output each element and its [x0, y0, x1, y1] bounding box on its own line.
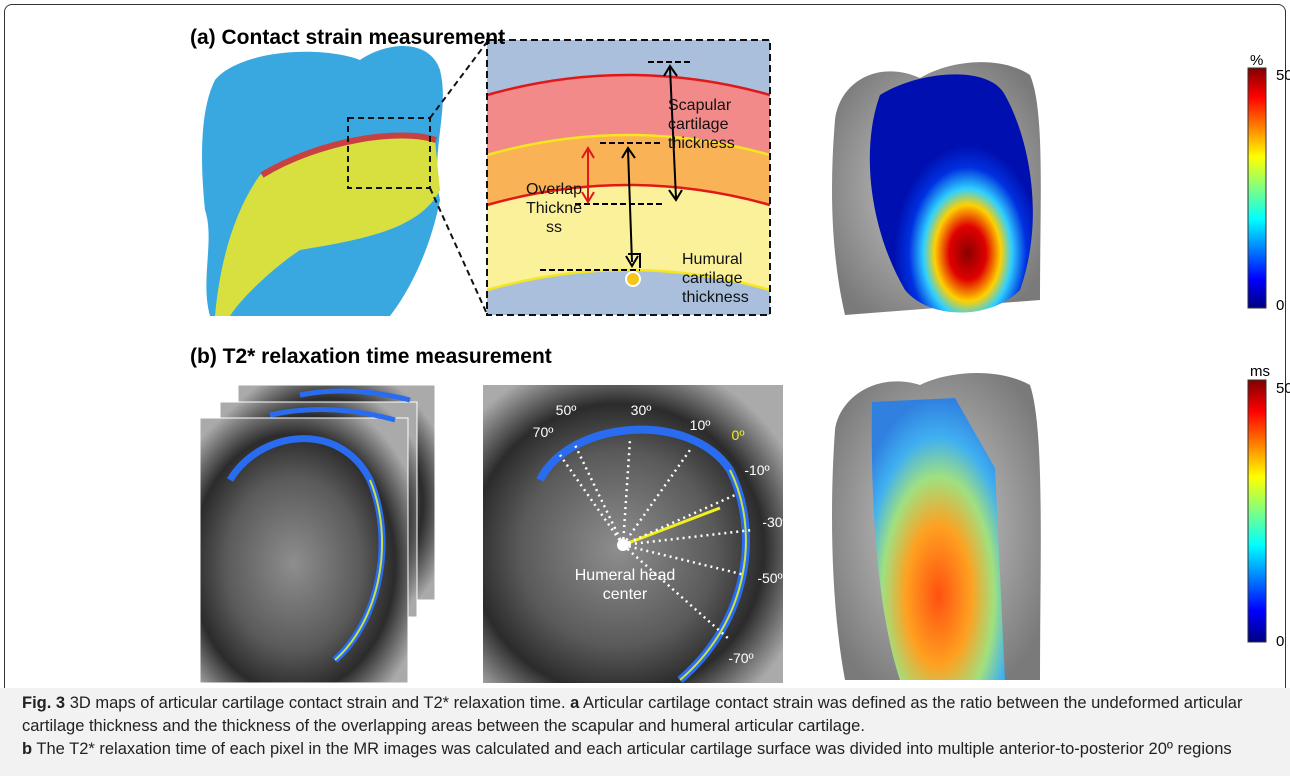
center-label: Humeral head center: [570, 566, 680, 604]
angle-label: 10º: [690, 417, 711, 433]
angle-label: -30º: [762, 514, 787, 530]
page: (a) Contact strain measurement Scapular …: [0, 0, 1290, 776]
angle-label: -70º: [728, 650, 753, 666]
caption-text: 3D maps of articular cartilage contact s…: [70, 694, 566, 712]
part-label: a: [570, 694, 579, 712]
figure-label: Fig. 3: [22, 694, 65, 712]
center-point: [617, 539, 629, 551]
caption-text: The T2* relaxation time of each pixel in…: [36, 740, 1231, 758]
part-label: b: [22, 740, 32, 758]
caption: Fig. 3 3D maps of articular cartilage co…: [0, 688, 1290, 776]
colorbar-min: 0: [1276, 297, 1284, 314]
schematic-label: Scapular cartilage thickness: [668, 96, 768, 153]
panel-title: (a) Contact strain measurement: [190, 26, 505, 50]
angle-label: -10º: [744, 462, 769, 478]
colorbar-unit: %: [1250, 52, 1263, 69]
angle-label: -50º: [757, 570, 782, 586]
colorbar-min: 0: [1276, 633, 1284, 650]
angle-label: 70º: [533, 424, 554, 440]
colorbar-max: 50: [1276, 67, 1290, 84]
colorbar-unit: ms: [1250, 363, 1270, 380]
colorbar-max: 50: [1276, 380, 1290, 397]
angle-label: 30º: [631, 402, 652, 418]
angle-label: 0º: [732, 427, 745, 443]
angle-label: 50º: [556, 402, 577, 418]
schematic-label: Overlap Thickness: [524, 180, 584, 237]
schematic-label: Humural cartilage thickness: [682, 250, 772, 307]
panel-title: (b) T2* relaxation time measurement: [190, 345, 552, 369]
